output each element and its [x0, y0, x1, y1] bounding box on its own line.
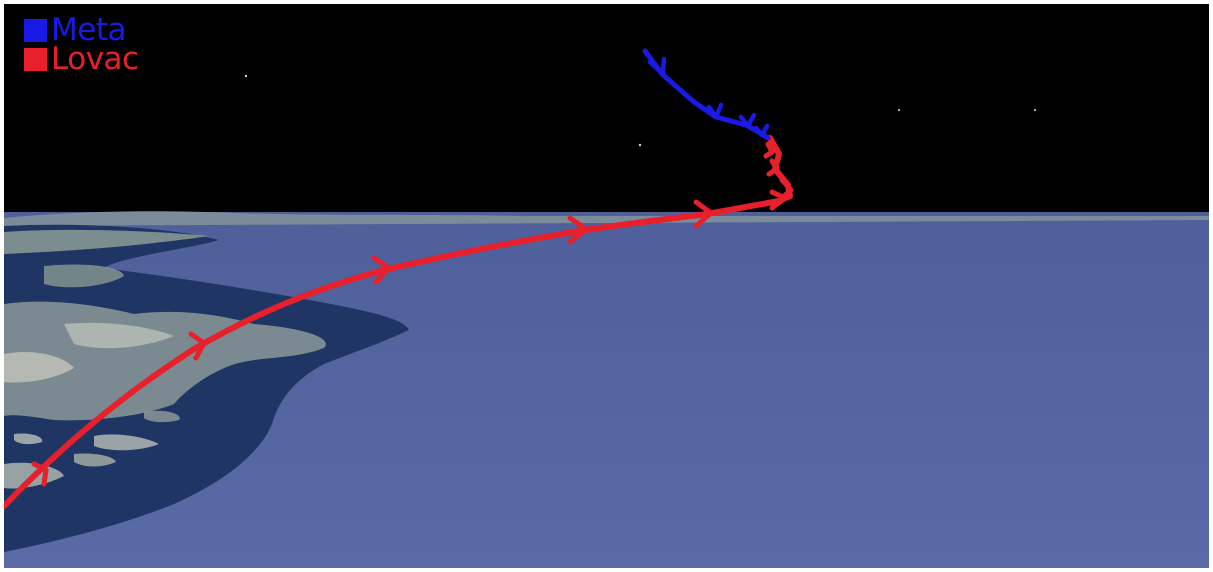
star	[1033, 108, 1037, 112]
legend: Meta Lovac	[24, 12, 139, 77]
legend-label-meta: Meta	[51, 12, 126, 48]
star	[897, 108, 901, 112]
land	[144, 410, 180, 423]
star	[244, 74, 248, 78]
land	[64, 322, 174, 349]
coastal-water	[4, 224, 409, 552]
arrow-icon	[706, 102, 724, 120]
land	[94, 434, 159, 451]
meta-arrows	[647, 56, 770, 138]
land	[74, 453, 116, 467]
map-view[interactable]: Meta Lovac	[4, 4, 1209, 568]
arrow-icon	[766, 158, 780, 177]
globe-scene	[4, 4, 1209, 568]
arrow-icon	[779, 177, 794, 200]
arrow-icon	[738, 112, 757, 129]
legend-label-lovac: Lovac	[51, 41, 139, 77]
arrow-icon	[693, 199, 714, 229]
land	[4, 229, 209, 254]
arrow-icon	[371, 255, 392, 285]
legend-item-meta: Meta	[24, 12, 139, 48]
lovac-swatch	[24, 48, 47, 71]
arrow-icon	[567, 215, 589, 245]
lovac-arrows	[31, 141, 794, 487]
star	[638, 143, 642, 147]
meta-swatch	[24, 19, 47, 42]
arrow-icon	[188, 331, 207, 361]
arrow-icon	[647, 56, 667, 77]
land	[14, 433, 43, 445]
land	[44, 264, 124, 288]
arrow-icon	[31, 461, 49, 487]
sky	[4, 4, 1209, 218]
arrow-icon	[763, 141, 775, 159]
arrow-icon	[753, 123, 770, 138]
horizon-land	[4, 211, 1209, 226]
legend-item-lovac: Lovac	[24, 41, 139, 77]
land	[4, 351, 74, 383]
